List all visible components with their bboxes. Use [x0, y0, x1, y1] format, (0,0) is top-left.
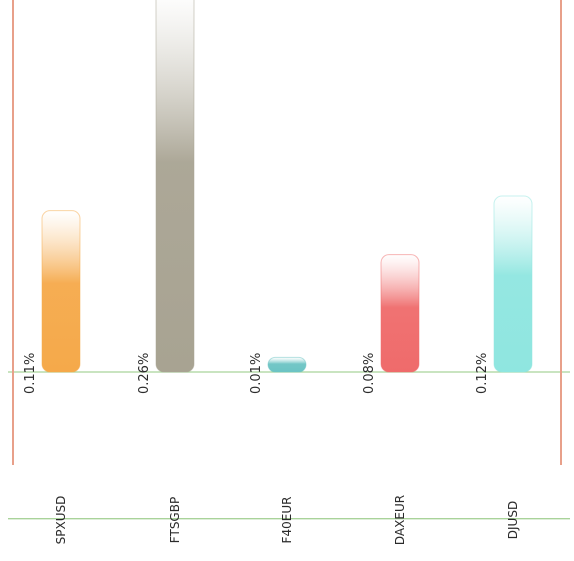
grid-layer [8, 371, 570, 520]
value-label: 0.26% [137, 353, 152, 394]
value-label: 0.11% [23, 353, 38, 394]
value-label: 0.08% [362, 353, 377, 394]
category-label: FTSGBP [168, 497, 182, 543]
category-label: F40EUR [280, 497, 294, 544]
value-label: 0.01% [249, 353, 264, 394]
category-label: DAXEUR [393, 495, 407, 545]
bar-f40eur [267, 356, 307, 373]
value-label: 0.12% [475, 353, 490, 394]
category-label: SPXUSD [54, 496, 68, 545]
bar-daxeur [380, 254, 420, 373]
label-layer: 0.11% SPXUSD 0.26% FTSGBP 0.01% F40EUR 0.08% DA… [23, 353, 520, 545]
bar-layer [41, 0, 533, 373]
axis-layer [12, 0, 562, 465]
bar-djusd [493, 195, 533, 373]
bar-spxusd [41, 210, 81, 373]
bar-ftsgbp [155, 0, 195, 373]
category-label: DJUSD [506, 501, 520, 539]
